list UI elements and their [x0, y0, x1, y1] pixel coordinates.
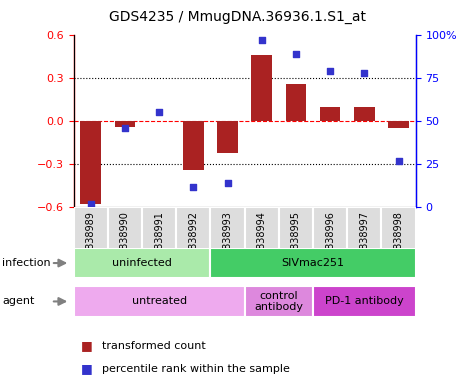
Text: GSM838992: GSM838992: [188, 211, 199, 270]
Text: GSM838995: GSM838995: [291, 211, 301, 270]
Point: [326, 68, 334, 74]
Text: agent: agent: [2, 296, 35, 306]
Bar: [388, 121, 409, 128]
Text: GSM838997: GSM838997: [359, 211, 370, 270]
Bar: [320, 107, 341, 121]
Text: GDS4235 / MmugDNA.36936.1.S1_at: GDS4235 / MmugDNA.36936.1.S1_at: [109, 10, 366, 23]
Text: GSM838998: GSM838998: [393, 211, 404, 270]
Bar: [74, 248, 210, 278]
Point: [258, 37, 266, 43]
Text: control
antibody: control antibody: [254, 291, 304, 312]
Bar: [74, 286, 245, 317]
Text: infection: infection: [2, 258, 51, 268]
Bar: [313, 286, 416, 317]
Text: untreated: untreated: [132, 296, 187, 306]
FancyBboxPatch shape: [245, 207, 279, 275]
Text: uninfected: uninfected: [112, 258, 172, 268]
Bar: [251, 55, 272, 121]
Text: GSM838991: GSM838991: [154, 211, 164, 270]
Text: transformed count: transformed count: [102, 341, 206, 351]
FancyBboxPatch shape: [142, 207, 176, 275]
Bar: [217, 121, 238, 153]
Point: [87, 201, 95, 207]
FancyBboxPatch shape: [108, 207, 142, 275]
Text: GSM838996: GSM838996: [325, 211, 335, 270]
Point: [292, 51, 300, 57]
Point: [155, 109, 163, 116]
Point: [190, 184, 197, 190]
Point: [121, 125, 129, 131]
FancyBboxPatch shape: [210, 207, 245, 275]
FancyBboxPatch shape: [279, 207, 313, 275]
Text: ■: ■: [81, 339, 93, 352]
Bar: [183, 121, 204, 170]
Bar: [285, 84, 306, 121]
Bar: [114, 121, 135, 127]
Point: [361, 70, 368, 76]
FancyBboxPatch shape: [347, 207, 381, 275]
Bar: [80, 121, 101, 205]
Text: PD-1 antibody: PD-1 antibody: [325, 296, 404, 306]
FancyBboxPatch shape: [313, 207, 347, 275]
Bar: [354, 107, 375, 121]
Bar: [245, 286, 313, 317]
Bar: [210, 248, 416, 278]
Text: SIVmac251: SIVmac251: [282, 258, 344, 268]
Text: GSM838989: GSM838989: [86, 211, 96, 270]
Text: percentile rank within the sample: percentile rank within the sample: [102, 364, 290, 374]
Text: ■: ■: [81, 362, 93, 375]
Text: GSM838990: GSM838990: [120, 211, 130, 270]
Point: [395, 158, 402, 164]
FancyBboxPatch shape: [381, 207, 416, 275]
FancyBboxPatch shape: [176, 207, 210, 275]
Text: GSM838994: GSM838994: [256, 211, 267, 270]
Text: GSM838993: GSM838993: [222, 211, 233, 270]
FancyBboxPatch shape: [74, 207, 108, 275]
Point: [224, 180, 231, 186]
